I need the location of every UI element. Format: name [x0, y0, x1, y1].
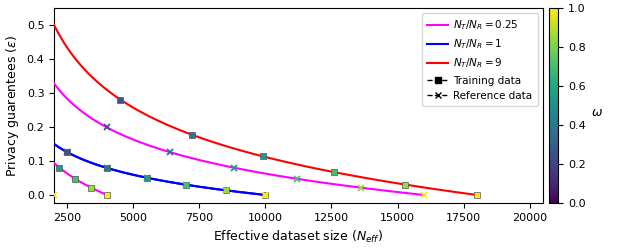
- Y-axis label: $\omega$: $\omega$: [591, 106, 603, 119]
- Y-axis label: Privacy guarentees ($\epsilon$): Privacy guarentees ($\epsilon$): [4, 35, 21, 177]
- Legend: $N_T/N_R = 0.25$, $N_T/N_R = 1$, $N_T/N_R = 9$, Training data, Reference data: $N_T/N_R = 0.25$, $N_T/N_R = 1$, $N_T/N_…: [422, 13, 538, 106]
- X-axis label: Effective dataset size ($N_{eff}$): Effective dataset size ($N_{eff}$): [214, 229, 383, 245]
